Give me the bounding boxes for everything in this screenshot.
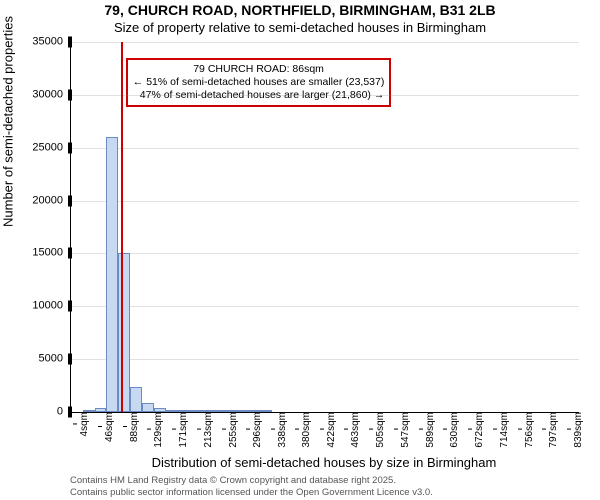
footer-line2: Contains public sector information licen…: [70, 487, 433, 498]
x-tick-label: 589sqm: [419, 412, 436, 448]
histogram-bar: [225, 410, 237, 412]
grid-line: [71, 95, 579, 96]
x-tick-label: 88sqm: [123, 412, 140, 442]
grid-line: [71, 359, 579, 360]
y-tick-label: 5000: [39, 354, 72, 365]
histogram-bar: [177, 410, 189, 412]
y-tick-label: 20000: [32, 195, 72, 206]
grid-line: [71, 148, 579, 149]
grid-line: [71, 42, 579, 43]
histogram-bar: [95, 408, 107, 412]
histogram-bar: [166, 410, 178, 412]
chart-subtitle: Size of property relative to semi-detach…: [0, 20, 600, 35]
grid-line: [71, 201, 579, 202]
x-tick-label: 463sqm: [344, 412, 361, 448]
grid-line: [71, 306, 579, 307]
histogram-bar: [130, 387, 142, 412]
histogram-bar: [236, 410, 248, 412]
x-tick-label: 547sqm: [394, 412, 411, 448]
x-tick-label: 505sqm: [369, 412, 386, 448]
footer-line1: Contains HM Land Registry data © Crown c…: [70, 475, 433, 486]
x-tick-label: 630sqm: [443, 412, 460, 448]
y-axis-label: Number of semi-detached properties: [1, 16, 16, 227]
x-tick-label: 422sqm: [320, 412, 337, 448]
y-tick-label: 35000: [32, 37, 72, 48]
chart-title-address: 79, CHURCH ROAD, NORTHFIELD, BIRMINGHAM,…: [0, 2, 600, 18]
x-tick-label: 756sqm: [518, 412, 535, 448]
x-tick-label: 672sqm: [468, 412, 485, 448]
x-tick-label: 338sqm: [271, 412, 288, 448]
y-tick-label: 10000: [32, 301, 72, 312]
x-tick-label: 4sqm: [73, 412, 90, 436]
annotation-box: 79 CHURCH ROAD: 86sqm ← 51% of semi-deta…: [126, 58, 392, 107]
histogram-bar: [106, 137, 118, 412]
y-tick-label: 30000: [32, 89, 72, 100]
x-tick-label: 839sqm: [567, 412, 584, 448]
histogram-bar: [260, 410, 272, 412]
histogram-bar: [189, 410, 201, 412]
histogram-bar: [142, 403, 154, 413]
y-tick-label: 25000: [32, 142, 72, 153]
grid-line: [71, 253, 579, 254]
x-tick-label: 714sqm: [493, 412, 510, 448]
x-tick-label: 129sqm: [147, 412, 164, 448]
histogram-bar: [154, 408, 166, 412]
annotation-line2: ← 51% of semi-detached houses are smalle…: [133, 76, 385, 89]
annotation-line1: 79 CHURCH ROAD: 86sqm: [133, 63, 385, 76]
histogram-bar: [248, 410, 260, 412]
property-marker-line: [121, 42, 123, 412]
histogram-bar: [213, 410, 225, 412]
x-tick-label: 296sqm: [246, 412, 263, 448]
y-tick-label: 0: [57, 407, 72, 418]
x-tick-label: 797sqm: [542, 412, 559, 448]
x-tick-label: 171sqm: [172, 412, 189, 448]
x-tick-label: 46sqm: [98, 412, 115, 442]
x-tick-label: 213sqm: [197, 412, 214, 448]
x-tick-label: 255sqm: [222, 412, 239, 448]
y-tick-label: 15000: [32, 248, 72, 259]
plot-area: 79 CHURCH ROAD: 86sqm ← 51% of semi-deta…: [70, 42, 579, 413]
histogram-bar: [201, 410, 213, 412]
x-axis-label: Distribution of semi-detached houses by …: [70, 455, 578, 470]
footer-attribution: Contains HM Land Registry data © Crown c…: [70, 475, 433, 498]
histogram-bar: [83, 410, 95, 412]
x-tick-label: 380sqm: [295, 412, 312, 448]
